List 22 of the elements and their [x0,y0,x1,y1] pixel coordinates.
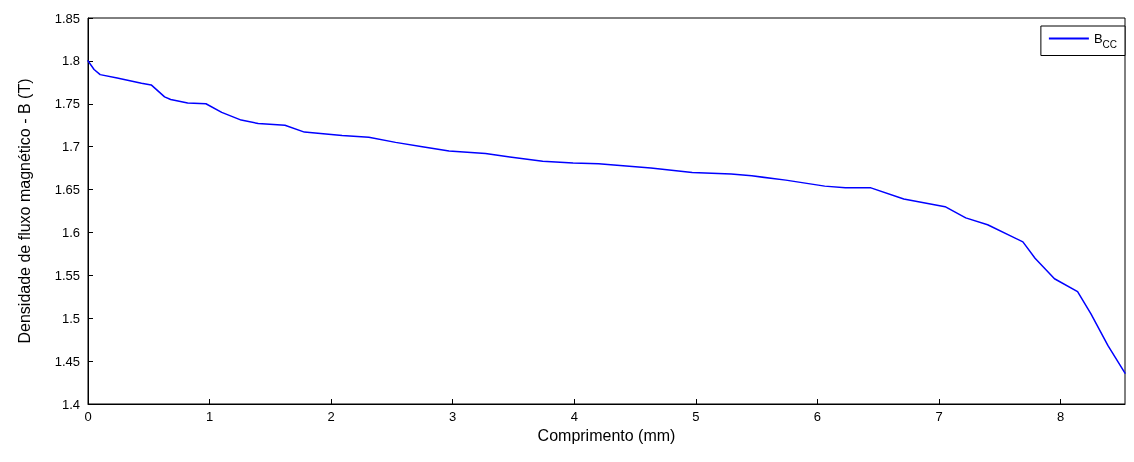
x-tick-label: 7 [935,409,943,424]
x-tick-label: 2 [327,409,335,424]
x-tick-label: 0 [84,409,92,424]
x-tick-label: 3 [449,409,457,424]
x-tick-label: 6 [813,409,822,424]
y-tick-label: 1.55 [54,267,80,283]
y-tick-label: 1.4 [61,396,80,412]
x-tick-label: 1 [205,409,214,424]
y-tick-label: 1.8 [61,53,80,69]
y-tick-label: 1.75 [54,96,80,112]
y-tick-label: 1.7 [61,139,80,155]
x-tick-label: 8 [1056,409,1065,424]
x-tick-label: 5 [692,409,700,424]
x-tick-label: 4 [570,409,578,424]
y-tick-label: 1.65 [54,182,80,198]
y-tick-label: 1.5 [61,310,80,326]
y-tick-label: 1.45 [54,353,80,369]
x-axis-title: Comprimento (mm) [537,427,676,445]
y-axis-title: Densidade de fluxo magnético - B (T) [15,78,33,344]
line-series [87,60,1126,374]
y-tick-label: 1.85 [54,10,80,26]
y-tick-label: 1.6 [61,224,80,240]
